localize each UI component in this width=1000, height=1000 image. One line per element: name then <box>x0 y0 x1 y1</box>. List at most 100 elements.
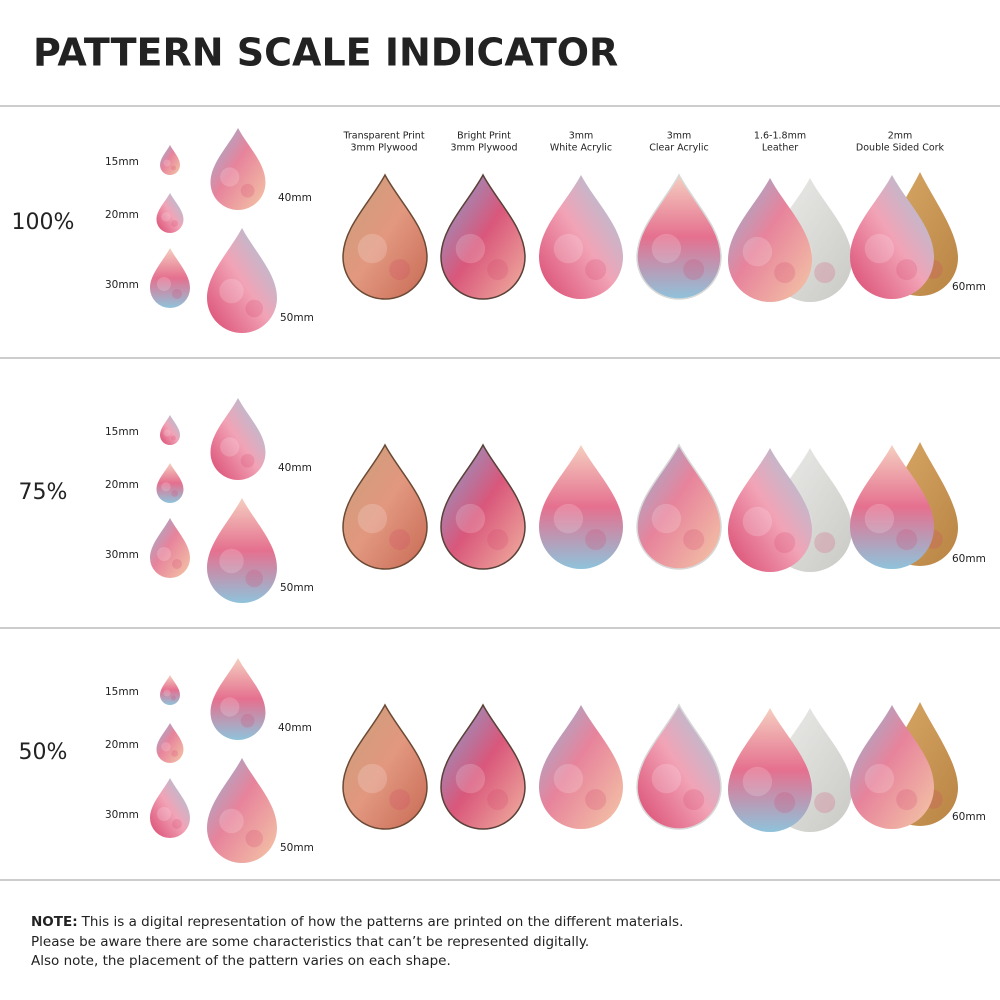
material-name: Bright Print <box>457 131 511 142</box>
bubble <box>585 789 607 811</box>
material-name: White Acrylic <box>550 143 612 154</box>
bubble <box>553 233 584 264</box>
material-name: 3mm <box>569 131 594 142</box>
size-label: 15mm <box>105 426 139 438</box>
bubble <box>171 490 179 497</box>
bubble <box>742 506 773 537</box>
bubble <box>245 299 263 318</box>
bubble <box>240 713 255 728</box>
material-name: Clear Acrylic <box>649 143 708 154</box>
bubble <box>245 569 263 588</box>
teardrop <box>150 778 190 838</box>
size-label: 50mm <box>280 582 314 594</box>
teardrop <box>210 658 266 740</box>
teardrop <box>728 178 812 302</box>
bubble <box>220 167 240 187</box>
bubble <box>357 763 388 794</box>
bubble <box>245 829 263 848</box>
note-label: NOTE: <box>31 914 78 930</box>
teardrop <box>850 705 934 829</box>
bubble <box>161 482 171 492</box>
bubble <box>357 233 388 264</box>
note-line: NOTE: This is a digital representation of… <box>31 914 683 930</box>
teardrop <box>207 758 277 863</box>
bubble <box>651 503 682 534</box>
bubble <box>683 259 705 281</box>
teardrop <box>342 173 428 300</box>
bubble <box>864 503 895 534</box>
bubble <box>157 547 171 561</box>
size-label: 60mm <box>952 553 986 565</box>
material-name: Transparent Print <box>342 131 424 142</box>
bubble <box>814 262 836 284</box>
bubble <box>585 529 607 551</box>
teardrop <box>850 445 934 569</box>
teardrop <box>728 708 812 832</box>
teardrop <box>207 498 277 603</box>
bubble <box>172 559 182 569</box>
bubble <box>389 529 411 551</box>
bubble <box>219 278 244 304</box>
size-label: 20mm <box>105 479 139 491</box>
bubble <box>742 766 773 797</box>
bubble <box>171 220 179 227</box>
bubble <box>487 259 509 281</box>
teardrop <box>150 248 190 308</box>
bubble <box>683 789 705 811</box>
size-label: 60mm <box>952 281 986 293</box>
scale-label: 100% <box>12 210 75 235</box>
teardrop <box>156 193 184 234</box>
teardrop <box>207 228 277 333</box>
size-label: 30mm <box>105 279 139 291</box>
size-label: 15mm <box>105 156 139 168</box>
note-text: This is a digital representation of how … <box>81 914 684 930</box>
material-name: 3mm Plywood <box>451 143 518 154</box>
bubble <box>171 165 176 171</box>
bubble <box>683 529 705 551</box>
bubble <box>896 789 918 811</box>
bubble <box>171 435 176 441</box>
bubble <box>742 236 773 267</box>
bubble <box>220 437 240 457</box>
bubble <box>171 695 176 701</box>
bubble <box>814 532 836 554</box>
teardrop <box>636 703 722 830</box>
bubble <box>219 808 244 834</box>
teardrop <box>728 448 812 572</box>
teardrop <box>539 175 623 299</box>
bubble <box>389 789 411 811</box>
size-label: 60mm <box>952 811 986 823</box>
bubble <box>240 453 255 468</box>
bubble <box>774 262 796 284</box>
material-name: 2mm <box>888 131 913 142</box>
bubble <box>161 742 171 752</box>
size-label: 30mm <box>105 809 139 821</box>
bubble <box>455 233 486 264</box>
bubble <box>157 807 171 821</box>
bubble <box>553 763 584 794</box>
teardrop <box>440 443 526 570</box>
bubble <box>219 548 244 574</box>
note-line: Also note, the placement of the pattern … <box>31 953 451 969</box>
bubble <box>357 503 388 534</box>
bubble <box>455 763 486 794</box>
bubble <box>172 289 182 299</box>
bubble <box>455 503 486 534</box>
teardrop <box>160 415 180 445</box>
material-name: Double Sided Cork <box>856 143 945 154</box>
bubble <box>814 792 836 814</box>
teardrop <box>342 443 428 570</box>
bubble <box>896 259 918 281</box>
teardrop <box>636 173 722 300</box>
bubble <box>220 697 240 717</box>
material-name: 1.6-1.8mm <box>754 131 806 142</box>
bubble <box>161 212 171 222</box>
teardrop <box>850 175 934 299</box>
size-label: 15mm <box>105 686 139 698</box>
teardrop <box>156 723 184 763</box>
material-name: Leather <box>762 143 798 154</box>
teardrop <box>210 398 266 480</box>
title: PATTERN SCALE INDICATOR <box>33 31 618 75</box>
teardrop <box>210 128 266 210</box>
